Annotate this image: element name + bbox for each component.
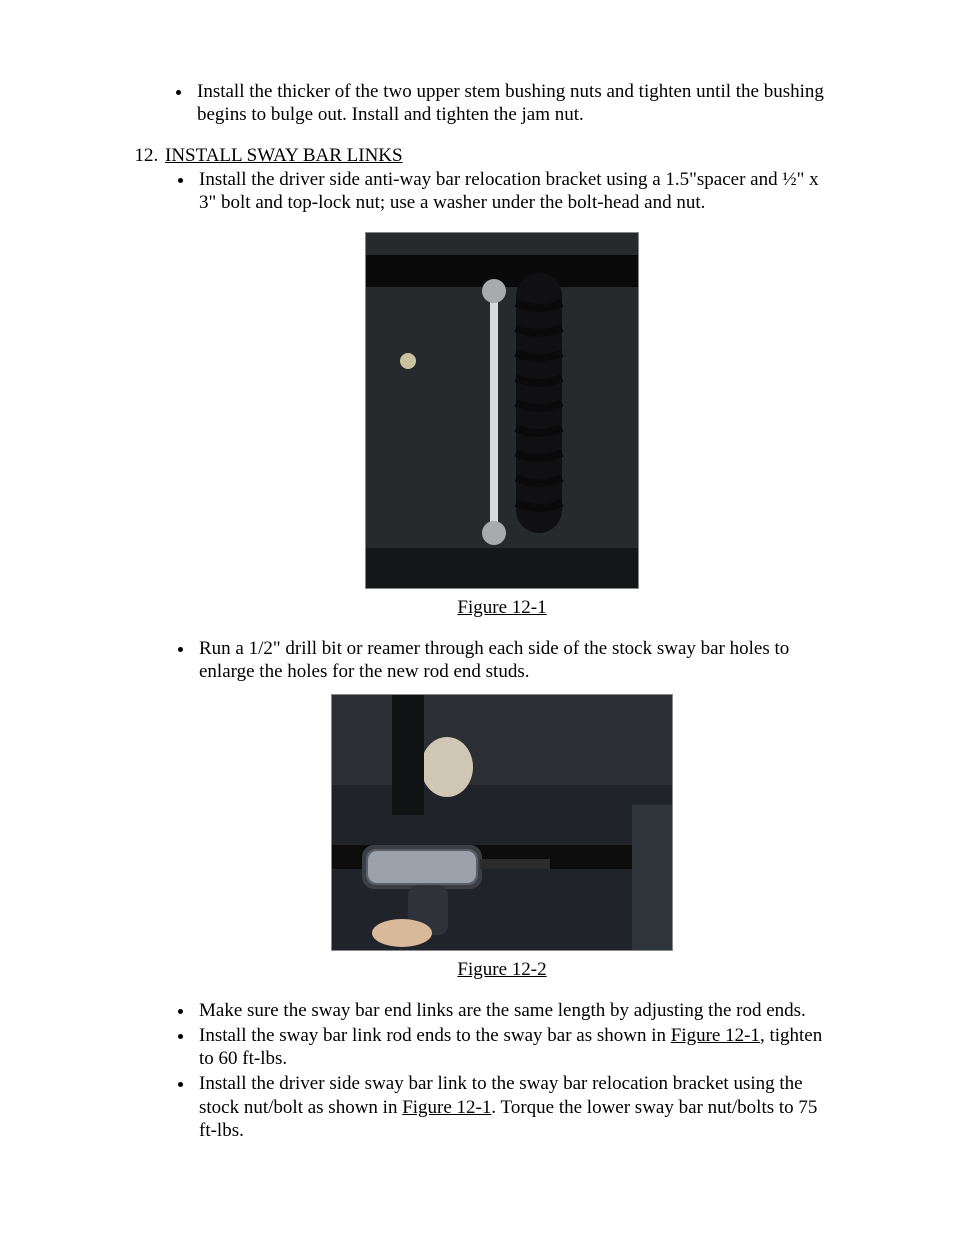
step-12-bullets-top: Install the driver side anti-way bar rel… xyxy=(165,168,839,214)
figure-12-2-caption: Figure 12-2 xyxy=(165,958,839,981)
list-item: Make sure the sway bar end links are the… xyxy=(195,999,839,1022)
bullet-text: Make sure the sway bar end links are the… xyxy=(199,1000,806,1021)
figure-12-2-wrap: Figure 12-2 xyxy=(165,694,839,981)
figure-12-1 xyxy=(365,232,639,589)
list-item: Install the driver side anti-way bar rel… xyxy=(195,168,839,214)
step-title: INSTALL SWAY BAR LINKS xyxy=(165,145,403,166)
list-item: Run a 1/2" drill bit or reamer through e… xyxy=(195,637,839,683)
step-12: INSTALL SWAY BAR LINKS Install the drive… xyxy=(163,144,839,1142)
step-12-bullets-bottom: Make sure the sway bar end links are the… xyxy=(165,999,839,1142)
figure-12-2 xyxy=(331,694,673,951)
list-item: Install the sway bar link rod ends to th… xyxy=(195,1024,839,1070)
figure-12-1-wrap: Figure 12-1 xyxy=(165,232,839,619)
figure-12-2-svg xyxy=(332,695,672,950)
list-item: Install the thicker of the two upper ste… xyxy=(193,80,839,126)
bullet-text-pre: Install the sway bar link rod ends to th… xyxy=(199,1025,671,1046)
figure-ref: Figure 12-1 xyxy=(402,1097,491,1118)
step-12-bullets-mid: Run a 1/2" drill bit or reamer through e… xyxy=(165,637,839,683)
intro-bullet-list: Install the thicker of the two upper ste… xyxy=(115,80,839,126)
list-item: Install the driver side sway bar link to… xyxy=(195,1072,839,1142)
figure-ref: Figure 12-1 xyxy=(671,1025,760,1046)
step-list: INSTALL SWAY BAR LINKS Install the drive… xyxy=(115,144,839,1142)
figure-12-1-caption: Figure 12-1 xyxy=(165,596,839,619)
figure-12-1-svg xyxy=(366,233,638,588)
